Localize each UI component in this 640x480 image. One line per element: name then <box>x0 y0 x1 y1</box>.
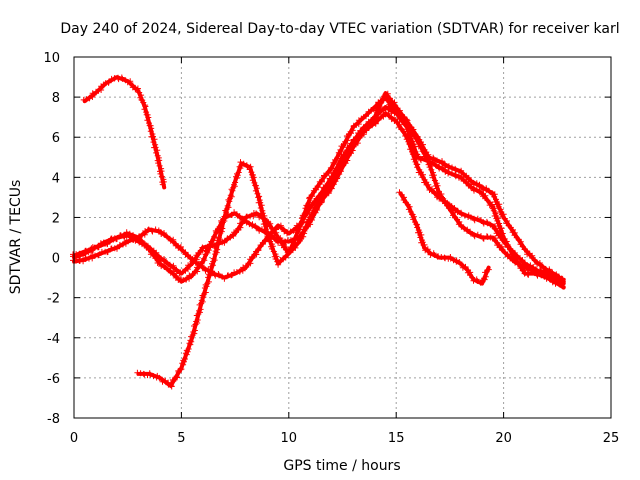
plot-frame <box>73 56 612 419</box>
y-tick-label: 8 <box>52 91 60 106</box>
series-markers <box>70 90 565 284</box>
y-tick-label: -4 <box>47 332 60 347</box>
series-markers <box>80 74 167 188</box>
x-tick-label: 5 <box>177 431 185 446</box>
y-tick-label: -8 <box>47 412 60 427</box>
chart-title: Day 240 of 2024, Sidereal Day-to-day VTE… <box>60 21 619 37</box>
y-tick-label: 6 <box>52 131 60 146</box>
series-group <box>70 74 566 390</box>
x-tick-label: 15 <box>388 431 405 446</box>
series-trace-5 <box>70 90 566 284</box>
y-axis-label: SDTVAR / TECUs <box>8 180 24 295</box>
series-trace-6 <box>396 189 492 286</box>
y-tick-label: 2 <box>52 211 60 226</box>
series-line <box>136 95 566 388</box>
series-markers <box>396 189 492 286</box>
series-trace-1 <box>80 74 167 190</box>
y-tick-label: 4 <box>52 171 60 186</box>
y-tick-label: 10 <box>43 51 60 66</box>
y-tick-label: -6 <box>47 372 60 387</box>
ticks: 0 5 10 15 20 25 -8 -6 -4 -2 0 2 4 6 8 10 <box>43 51 619 446</box>
x-tick-label: 20 <box>495 431 512 446</box>
x-tick-label: 10 <box>281 431 298 446</box>
x-tick-label: 0 <box>70 431 78 446</box>
x-axis-label: GPS time / hours <box>283 458 400 474</box>
x-tick-label: 25 <box>603 431 620 446</box>
y-tick-label: -2 <box>47 292 60 307</box>
y-tick-label: 0 <box>52 252 60 267</box>
